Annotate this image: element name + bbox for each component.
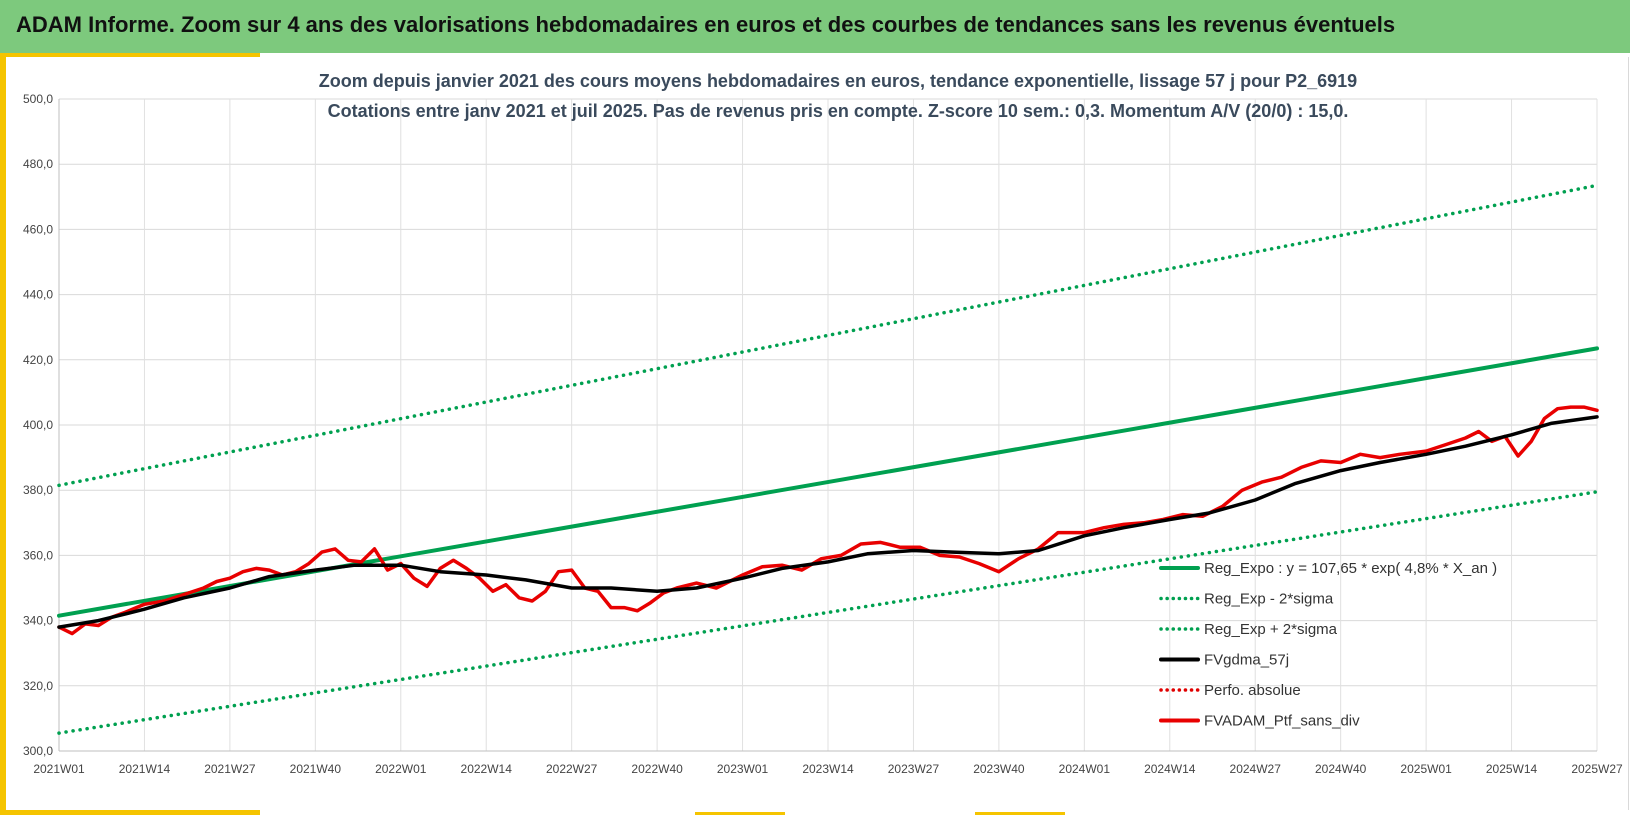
- x-axis-ticks: 2021W01 2021W14 2021W27 2021W40 2022W01 2022W…: [33, 762, 1623, 776]
- series-line: [57, 415, 1599, 629]
- legend-label: FVgdma_57j: [1204, 652, 1289, 669]
- x-tick-label: 2021W01: [33, 762, 85, 776]
- accent-bar-bottom-2: [695, 812, 785, 815]
- chart-series: [57, 183, 1599, 735]
- y-tick-label: 300,0: [23, 744, 53, 758]
- legend-label: Reg_Exp + 2*sigma: [1204, 621, 1338, 638]
- y-tick-label: 420,0: [23, 353, 53, 367]
- x-tick-label: 2023W14: [802, 762, 854, 776]
- x-tick-label: 2024W14: [1144, 762, 1196, 776]
- report-header: ADAM Informe. Zoom sur 4 ans des valoris…: [0, 0, 1630, 53]
- x-tick-label: 2021W27: [204, 762, 256, 776]
- y-axis-ticks: 300,0 320,0 340,0 360,0 380,0 400,0 420,0 440,0…: [23, 92, 53, 758]
- x-tick-label: 2021W14: [119, 762, 171, 776]
- line-chart: 300,0 320,0 340,0 360,0 380,0 400,0 420,0 440,0…: [23, 71, 1623, 776]
- y-tick-label: 400,0: [23, 418, 53, 432]
- x-tick-label: 2022W40: [631, 762, 683, 776]
- chart-grid: [58, 98, 1598, 752]
- legend-label: Perfo. absolue: [1204, 682, 1301, 699]
- x-tick-label: 2025W27: [1571, 762, 1623, 776]
- x-tick-label: 2025W01: [1400, 762, 1452, 776]
- accent-bar-bottom-3: [975, 812, 1065, 815]
- chart-legend: Reg_Expo : y = 107,65 * exp( 4,8% * X_an…: [1159, 560, 1497, 730]
- chart-subtitle-line: Zoom depuis janvier 2021 des cours moyen…: [319, 71, 1357, 91]
- x-tick-label: 2023W40: [973, 762, 1025, 776]
- x-tick-label: 2024W27: [1230, 762, 1282, 776]
- y-tick-label: 440,0: [23, 288, 53, 302]
- legend-label: Reg_Exp - 2*sigma: [1204, 591, 1334, 608]
- x-tick-label: 2024W40: [1315, 762, 1367, 776]
- x-tick-label: 2022W01: [375, 762, 427, 776]
- y-tick-label: 380,0: [23, 483, 53, 497]
- x-tick-label: 2021W40: [290, 762, 342, 776]
- y-tick-label: 360,0: [23, 548, 53, 562]
- report-title: ADAM Informe. Zoom sur 4 ans des valoris…: [16, 12, 1396, 37]
- series-line: [57, 183, 1599, 488]
- x-tick-label: 2023W01: [717, 762, 769, 776]
- x-tick-label: 2025W14: [1486, 762, 1538, 776]
- accent-bar-top: [0, 53, 260, 57]
- x-tick-label: 2022W14: [461, 762, 513, 776]
- accent-bar-left: [0, 53, 6, 815]
- legend-label: FVADAM_Ptf_sans_div: [1204, 713, 1360, 730]
- legend-label: Reg_Expo : y = 107,65 * exp( 4,8% * X_an…: [1204, 560, 1497, 577]
- y-tick-label: 500,0: [23, 92, 53, 106]
- x-tick-label: 2024W01: [1059, 762, 1111, 776]
- chart-subtitle-line: Cotations entre janv 2021 et juil 2025. …: [328, 101, 1349, 121]
- accent-bar-bottom: [0, 810, 260, 815]
- y-tick-label: 340,0: [23, 614, 53, 628]
- y-tick-label: 480,0: [23, 157, 53, 171]
- chart-area: 300,0 320,0 340,0 360,0 380,0 400,0 420,0 440,0…: [6, 57, 1629, 810]
- y-tick-label: 320,0: [23, 679, 53, 693]
- y-tick-label: 460,0: [23, 222, 53, 236]
- chart-subtitle: Zoom depuis janvier 2021 des cours moyen…: [319, 71, 1357, 121]
- x-tick-label: 2022W27: [546, 762, 598, 776]
- x-tick-label: 2023W27: [888, 762, 940, 776]
